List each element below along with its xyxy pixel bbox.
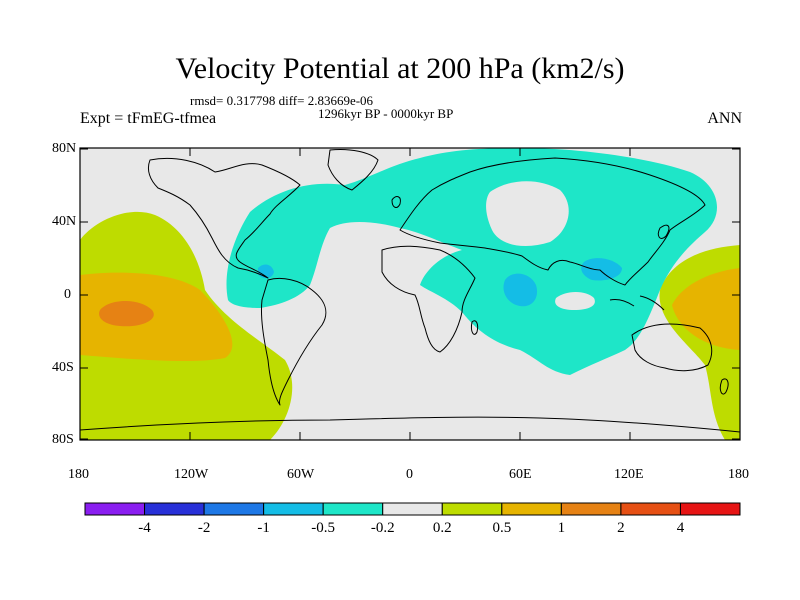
lon-label-120e: 120E — [614, 467, 644, 482]
colorbar-label: 0.5 — [492, 520, 512, 536]
colorbar-label: 1 — [557, 520, 566, 536]
plot-title: Velocity Potential at 200 hPa (km2/s) — [175, 52, 625, 85]
neutral-pocket-indian-ocean — [555, 292, 595, 310]
colorbar-swatch — [501, 502, 562, 516]
colorbar — [84, 502, 741, 516]
colorbar-swatch — [322, 502, 384, 516]
colorbar-swatch — [679, 502, 741, 516]
colorbar-label: 4 — [676, 520, 685, 536]
lon-label-60e: 60E — [509, 467, 532, 482]
lon-label-120w: 120W — [174, 467, 209, 482]
colorbar-label: 2 — [617, 520, 625, 536]
lon-label-180w: 180 — [68, 467, 89, 482]
lat-label-eq: 0 — [64, 287, 71, 302]
negative-region-main — [226, 148, 718, 375]
colorbar-swatch — [84, 502, 146, 516]
positive-region-pacific-west-core — [99, 301, 154, 327]
coastlines — [80, 149, 740, 433]
positive-region-pacific-west-mid — [80, 272, 233, 362]
colorbar-swatch — [263, 502, 324, 516]
lon-label-60w: 60W — [287, 467, 315, 482]
negative-pocket-arabian-sea — [503, 273, 538, 307]
period-label: 1296kyr BP - 0000kyr BP — [318, 106, 454, 121]
positive-region-pacific-east-mid — [672, 268, 740, 350]
stats-label: rmsd= 0.317798 diff= 2.83669e-06 — [190, 93, 374, 108]
colorbar-swatch — [382, 502, 443, 516]
season-label: ANN — [707, 110, 742, 127]
y-axis-ticks — [80, 148, 740, 440]
colorbar-label: -4 — [138, 520, 151, 536]
colorbar-label: 0.2 — [432, 520, 452, 536]
lat-label-80s: 80S — [52, 432, 74, 447]
lat-label-40n: 40N — [52, 214, 77, 229]
colorbar-swatch — [203, 502, 265, 516]
colorbar-label: -1 — [257, 520, 270, 536]
neutral-pocket-asia — [486, 181, 569, 246]
lon-label-0: 0 — [406, 467, 413, 482]
experiment-label: Expt = tFmEG-tfmea — [80, 110, 217, 127]
colorbar-swatch — [620, 502, 681, 516]
x-axis-ticks — [79, 148, 741, 440]
colorbar-swatch — [441, 502, 503, 516]
colorbar-label: -0.5 — [311, 520, 336, 536]
lat-label-40s: 40S — [52, 360, 74, 375]
lat-label-80n: 80N — [52, 141, 77, 156]
colorbar-swatch — [144, 502, 205, 516]
negative-pocket-bay-of-bengal — [581, 258, 622, 281]
colorbar-swatch — [560, 502, 622, 516]
colorbar-label: -0.2 — [370, 520, 395, 536]
lon-label-180e: 180 — [728, 467, 749, 482]
colorbar-label: -2 — [197, 520, 211, 536]
